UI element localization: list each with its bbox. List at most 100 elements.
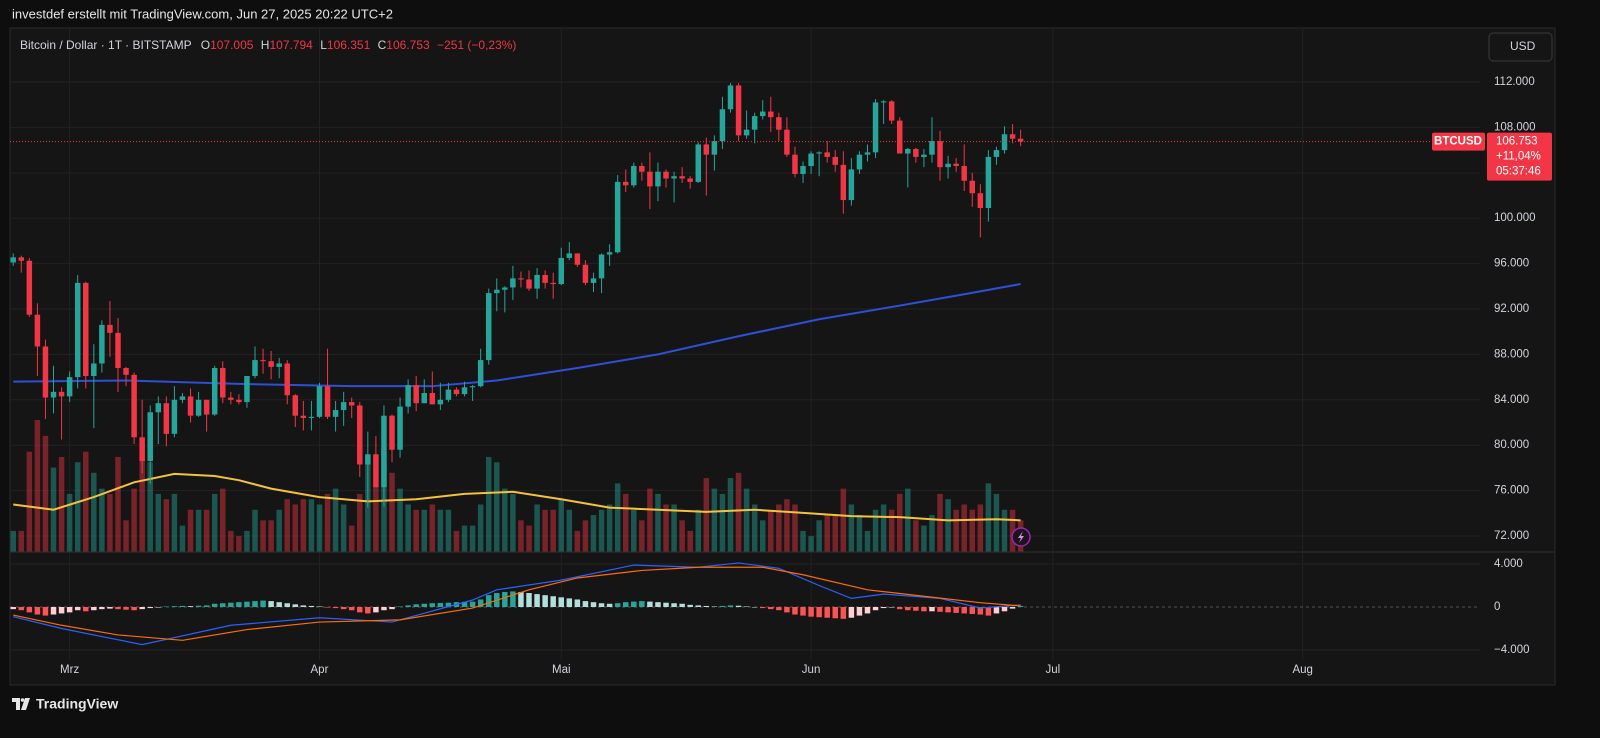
macd-histogram-bar: [913, 606, 919, 611]
volume-bar: [147, 462, 153, 552]
candle-body: [429, 392, 436, 405]
countdown: 05:37:46: [1496, 166, 1541, 178]
volume-bar: [735, 472, 742, 552]
volume-bar: [139, 446, 145, 552]
volume-bar: [187, 509, 194, 552]
macd-histogram-bar: [622, 602, 629, 607]
macd-histogram-bar: [792, 606, 798, 615]
macd-histogram-bar: [655, 602, 661, 607]
plot: [10, 83, 1480, 646]
candle-body: [171, 399, 178, 434]
macd-histogram-bar: [115, 606, 121, 610]
volume-bar: [195, 509, 202, 552]
volume-bar: [220, 488, 226, 552]
volume-bar: [993, 493, 1000, 552]
volume-bar: [880, 504, 887, 552]
candle-body: [268, 361, 274, 367]
candle-body: [824, 152, 830, 157]
macd-histogram-bar: [1017, 605, 1024, 607]
macd-histogram-bar: [429, 603, 436, 607]
volume-bar: [647, 488, 653, 552]
volume-bar: [42, 435, 49, 552]
macd-histogram-bar: [550, 596, 556, 607]
candle-body: [163, 403, 170, 434]
macd-line: [13, 566, 1021, 641]
macd-histogram-bar: [42, 606, 49, 616]
candle-body: [1001, 134, 1008, 151]
volume-bar: [340, 504, 347, 552]
brand-logo-dot: [20, 698, 25, 702]
volume-bar: [58, 456, 65, 552]
volume-bar: [792, 504, 798, 552]
y-tick-label: 92.000: [1494, 303, 1529, 315]
macd-histogram-bar: [888, 606, 895, 608]
macd-histogram-bar: [751, 606, 758, 608]
ohlc-value: 106.753: [386, 38, 430, 52]
candle-body: [542, 274, 548, 283]
volume-bar: [945, 499, 951, 552]
volume-bar: [268, 520, 274, 552]
macd-histogram-bar: [211, 603, 218, 607]
candle-body: [639, 166, 645, 172]
macd-histogram-bar: [437, 602, 444, 607]
macd-histogram-bar: [719, 605, 726, 607]
macd-histogram-bar: [695, 605, 701, 607]
volume-bar: [284, 499, 290, 552]
volume-bar: [848, 504, 855, 552]
macd-histogram-bar: [357, 606, 363, 613]
candle-body: [679, 176, 685, 179]
macd-line: [13, 562, 1021, 646]
volume-bar: [332, 488, 339, 552]
volume-bar: [107, 493, 113, 552]
macd-histogram-bar: [99, 606, 105, 610]
volume-bar: [66, 493, 73, 552]
macd-histogram-bar: [276, 602, 282, 607]
volume-bar: [590, 515, 597, 552]
volume-bar: [566, 509, 573, 552]
currency-button[interactable]: [1488, 32, 1553, 62]
candle-body: [735, 85, 742, 136]
macd-histogram-bar: [461, 601, 468, 607]
candle-body: [929, 141, 935, 155]
macd-histogram-bar: [220, 603, 226, 607]
symbol-tag: [1432, 132, 1485, 151]
macd-histogram-bar: [977, 606, 984, 615]
grid: [10, 28, 1480, 660]
ohlc-value: 107.794: [269, 38, 313, 52]
candle-body: [228, 397, 234, 400]
macd-histogram-bar: [445, 602, 452, 607]
macd-histogram-bar: [139, 606, 145, 610]
candle-body: [469, 386, 476, 388]
volume-bar: [308, 499, 315, 552]
candle-body: [743, 129, 750, 136]
y-tick-label: 88.000: [1494, 348, 1529, 360]
volume-bar: [477, 504, 484, 552]
volume-bar: [348, 525, 355, 552]
candle-body: [195, 399, 202, 416]
candle-body: [365, 454, 371, 465]
candle-body: [99, 324, 105, 364]
macd-histogram-bar: [687, 604, 693, 607]
volume-bar: [864, 530, 871, 552]
macd-histogram-bar: [510, 591, 516, 607]
volume-bar: [550, 509, 556, 552]
volume-bar: [10, 530, 16, 552]
macd-histogram-bar: [332, 606, 339, 609]
brand-logo: [12, 698, 30, 710]
candle-body: [921, 154, 927, 157]
candle-body: [566, 253, 573, 258]
candle-body: [34, 314, 41, 347]
macd-histogram-bar: [413, 604, 419, 607]
macd-histogram-bar: [727, 605, 734, 607]
candle-body: [453, 389, 460, 395]
y-tick-label: 100.000: [1494, 212, 1536, 224]
chart-frame: [9, 27, 1556, 686]
symbol-title: Bitcoin / Dollar · 1T · BITSTAMP: [20, 38, 192, 52]
macd-histogram-bar: [50, 606, 57, 615]
alert-bolt: [1018, 531, 1024, 543]
volume-bar: [453, 530, 460, 552]
candle-body: [574, 253, 581, 265]
candle-body: [526, 279, 532, 289]
candle-body: [695, 144, 701, 182]
candle-body: [768, 111, 774, 118]
